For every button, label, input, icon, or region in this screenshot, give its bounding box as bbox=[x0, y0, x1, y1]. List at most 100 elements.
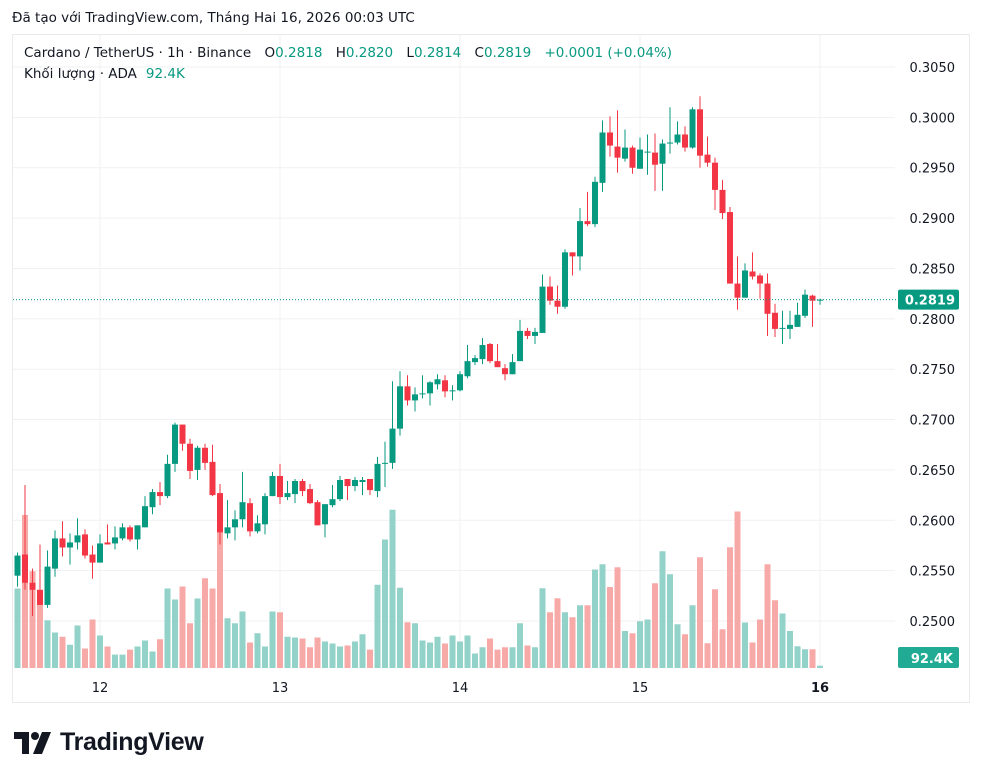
candle[interactable] bbox=[157, 482, 163, 506]
candle[interactable] bbox=[344, 478, 351, 501]
candle[interactable] bbox=[382, 441, 388, 488]
candle[interactable] bbox=[412, 387, 418, 412]
candle[interactable] bbox=[809, 294, 816, 327]
candle[interactable] bbox=[772, 303, 778, 337]
candle[interactable] bbox=[682, 126, 688, 152]
candle[interactable] bbox=[577, 208, 583, 271]
candle[interactable] bbox=[104, 524, 111, 545]
candle[interactable] bbox=[569, 252, 576, 276]
candle[interactable] bbox=[247, 498, 253, 537]
candle[interactable] bbox=[532, 327, 538, 345]
candle[interactable] bbox=[217, 484, 223, 545]
candle[interactable] bbox=[667, 107, 673, 154]
candle[interactable] bbox=[299, 478, 306, 497]
candle[interactable] bbox=[472, 355, 478, 366]
candle[interactable] bbox=[59, 521, 66, 557]
candle[interactable] bbox=[269, 471, 276, 497]
candle[interactable] bbox=[509, 354, 516, 375]
candle[interactable] bbox=[487, 343, 493, 364]
candle[interactable] bbox=[97, 534, 103, 563]
candle[interactable] bbox=[794, 302, 801, 327]
candle[interactable] bbox=[127, 525, 133, 542]
candle[interactable] bbox=[629, 145, 636, 174]
candle[interactable] bbox=[502, 364, 508, 381]
candle[interactable] bbox=[37, 544, 43, 605]
candle[interactable] bbox=[89, 545, 96, 579]
candle[interactable] bbox=[322, 504, 328, 538]
candle[interactable] bbox=[599, 120, 606, 192]
candle[interactable] bbox=[307, 484, 313, 505]
candle[interactable] bbox=[209, 444, 216, 497]
candle[interactable] bbox=[22, 485, 28, 590]
candle[interactable] bbox=[419, 375, 426, 399]
candle[interactable] bbox=[374, 456, 381, 498]
candle[interactable] bbox=[562, 249, 568, 309]
candle[interactable] bbox=[142, 496, 148, 528]
candle[interactable] bbox=[389, 381, 396, 469]
candle[interactable] bbox=[179, 424, 186, 451]
candle[interactable] bbox=[404, 375, 411, 406]
candle[interactable] bbox=[82, 529, 88, 559]
candle[interactable] bbox=[52, 530, 58, 577]
candle[interactable] bbox=[314, 500, 321, 526]
candle[interactable] bbox=[44, 550, 51, 608]
candle[interactable] bbox=[74, 518, 81, 550]
candle[interactable] bbox=[29, 568, 36, 616]
candle[interactable] bbox=[614, 110, 621, 173]
candle[interactable] bbox=[457, 371, 463, 392]
candle[interactable] bbox=[689, 107, 696, 149]
candle[interactable] bbox=[517, 319, 523, 362]
candle[interactable] bbox=[659, 139, 666, 191]
candle[interactable] bbox=[547, 276, 553, 305]
candle[interactable] bbox=[802, 289, 808, 318]
candle[interactable] bbox=[592, 176, 598, 228]
candle[interactable] bbox=[442, 375, 448, 398]
candle[interactable] bbox=[719, 179, 726, 220]
candle[interactable] bbox=[352, 476, 358, 492]
candle[interactable] bbox=[479, 337, 486, 365]
candle[interactable] bbox=[637, 137, 643, 169]
candle[interactable] bbox=[337, 475, 343, 502]
candle[interactable] bbox=[172, 422, 178, 472]
candle[interactable] bbox=[397, 371, 403, 436]
candle[interactable] bbox=[697, 96, 703, 168]
candle[interactable] bbox=[239, 471, 246, 528]
candle[interactable] bbox=[704, 136, 711, 167]
candle[interactable] bbox=[727, 207, 733, 284]
candle[interactable] bbox=[67, 533, 73, 565]
candle[interactable] bbox=[202, 443, 208, 470]
candle[interactable] bbox=[652, 133, 658, 191]
candle[interactable] bbox=[712, 157, 718, 211]
candle[interactable] bbox=[742, 263, 748, 298]
candle[interactable] bbox=[757, 273, 763, 299]
candle[interactable] bbox=[434, 374, 441, 390]
candle[interactable] bbox=[554, 285, 561, 314]
candle[interactable] bbox=[359, 476, 366, 496]
candle[interactable] bbox=[539, 274, 546, 333]
candle[interactable] bbox=[787, 310, 793, 339]
candle[interactable] bbox=[187, 438, 193, 479]
candle[interactable] bbox=[584, 191, 591, 227]
candle[interactable] bbox=[427, 381, 433, 406]
candle[interactable] bbox=[607, 116, 613, 157]
candle[interactable] bbox=[292, 478, 298, 504]
candle[interactable] bbox=[367, 478, 373, 496]
candle[interactable] bbox=[277, 463, 283, 505]
candle[interactable] bbox=[644, 134, 651, 175]
candle[interactable] bbox=[284, 481, 291, 501]
candle[interactable] bbox=[749, 252, 756, 280]
candle[interactable] bbox=[764, 273, 771, 336]
candle[interactable] bbox=[622, 129, 628, 162]
candle[interactable] bbox=[232, 510, 238, 541]
candle[interactable] bbox=[194, 445, 201, 480]
candle[interactable] bbox=[329, 485, 336, 508]
candle[interactable] bbox=[262, 493, 268, 535]
candle[interactable] bbox=[449, 385, 456, 401]
candle[interactable] bbox=[119, 523, 126, 541]
candle[interactable] bbox=[134, 525, 141, 550]
candle[interactable] bbox=[464, 345, 471, 379]
tradingview-logo[interactable]: TradingView bbox=[14, 728, 204, 757]
candle[interactable] bbox=[524, 327, 531, 339]
candle[interactable] bbox=[112, 526, 118, 550]
